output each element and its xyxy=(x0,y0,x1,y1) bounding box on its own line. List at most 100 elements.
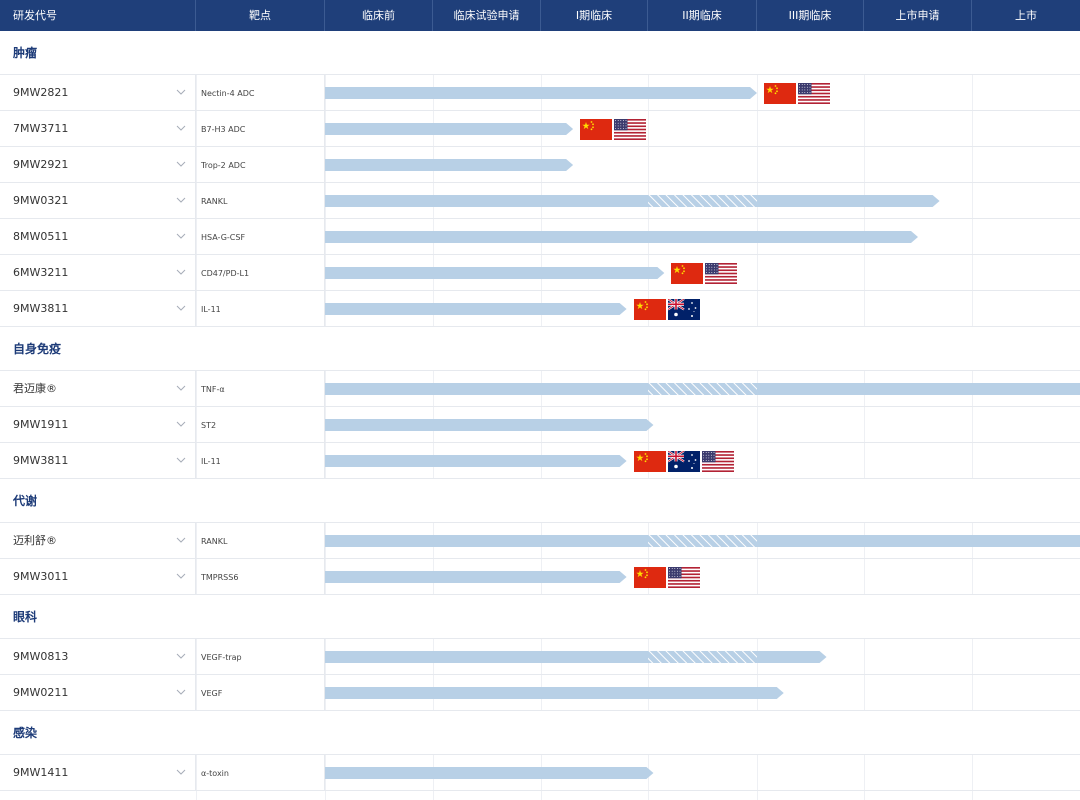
usa-flag-icon xyxy=(705,263,738,284)
pipeline-row[interactable]: 8MW0511 HSA-G-CSF xyxy=(0,219,1080,255)
china-flag-icon xyxy=(633,567,666,588)
category-row: 代谢 xyxy=(0,479,1080,523)
drug-target: TNF-α xyxy=(201,385,225,394)
progress-bar-canvas xyxy=(325,419,654,431)
header-preclinical: 临床前 xyxy=(325,0,433,31)
row-divider xyxy=(324,111,325,147)
progress-bar-canvas xyxy=(325,303,627,315)
grid-column-line xyxy=(325,31,326,800)
chevron-down-icon[interactable] xyxy=(176,768,186,776)
category-label: 肿瘤 xyxy=(13,46,38,60)
progress-bar-canvas xyxy=(325,159,574,171)
row-divider xyxy=(195,639,196,675)
chevron-down-icon[interactable] xyxy=(176,420,186,428)
chevron-down-icon[interactable] xyxy=(176,652,186,660)
chevron-down-icon[interactable] xyxy=(176,232,186,240)
drug-code: 9MW0211 xyxy=(13,686,69,699)
progress-bar xyxy=(325,123,574,135)
pipeline-row[interactable]: 迈利舒® RANKL xyxy=(0,523,1080,559)
row-divider xyxy=(324,291,325,327)
category-label: 代谢 xyxy=(13,494,38,508)
china-flag-icon xyxy=(764,83,796,104)
chevron-down-icon[interactable] xyxy=(176,88,186,96)
drug-code: 9MW3811 xyxy=(13,302,69,315)
chevron-down-icon[interactable] xyxy=(176,160,186,168)
grid-column-line xyxy=(541,31,542,800)
progress-bar-hatch xyxy=(648,383,757,395)
progress-bar-canvas xyxy=(325,455,627,467)
row-divider xyxy=(324,147,325,183)
row-divider xyxy=(195,675,196,711)
china-flag-icon xyxy=(633,451,666,472)
progress-bar xyxy=(325,303,627,315)
drug-code: 君迈康® xyxy=(13,382,57,395)
progress-bar-hatch xyxy=(648,195,757,207)
pipeline-grid: 肿瘤 9MW2821 Nectin-4 ADC 7MW3711 B7-H3 ADC 9MW… xyxy=(0,31,1080,800)
china-flag-icon xyxy=(671,263,704,284)
chevron-down-icon[interactable] xyxy=(176,304,186,312)
row-divider xyxy=(195,755,196,791)
china-flag-icon xyxy=(633,299,666,320)
category-label: 感染 xyxy=(13,726,38,740)
drug-target: VEGF xyxy=(201,689,223,698)
row-divider xyxy=(324,443,325,479)
header-phase2: II期临床 xyxy=(648,0,757,31)
header-phase3: III期临床 xyxy=(757,0,864,31)
header-phase1: I期临床 xyxy=(541,0,648,31)
row-divider xyxy=(324,639,325,675)
progress-bar xyxy=(325,267,665,279)
row-divider xyxy=(195,75,196,111)
progress-bar xyxy=(325,419,654,431)
progress-bar xyxy=(325,767,654,779)
row-divider xyxy=(324,559,325,595)
pipeline-row[interactable]: 7MW3711 B7-H3 ADC xyxy=(0,111,1080,147)
progress-bar-hatch xyxy=(648,651,757,663)
chevron-down-icon[interactable] xyxy=(176,456,186,464)
usa-flag-icon xyxy=(614,119,647,140)
drug-target: RANKL xyxy=(201,197,228,206)
pipeline-row[interactable]: 9MW3011 TMPRSS6 xyxy=(0,559,1080,595)
chevron-down-icon[interactable] xyxy=(176,268,186,276)
header-target: 靶点 xyxy=(196,0,325,31)
grid-column-line xyxy=(196,31,197,800)
pipeline-row[interactable]: 9MW0211 VEGF xyxy=(0,675,1080,711)
china-flag-icon xyxy=(580,119,613,140)
chevron-down-icon[interactable] xyxy=(176,536,186,544)
pipeline-row[interactable]: 9MW2921 Trop-2 ADC xyxy=(0,147,1080,183)
category-row: 自身免疫 xyxy=(0,327,1080,371)
pipeline-row[interactable]: 9MW0813 VEGF-trap xyxy=(0,639,1080,675)
australia-flag-icon xyxy=(666,298,700,320)
row-divider xyxy=(195,183,196,219)
drug-target: IL-11 xyxy=(201,305,221,314)
pipeline-row[interactable]: 9MW1411 α-toxin xyxy=(0,755,1080,791)
drug-code: 7MW3711 xyxy=(13,122,69,135)
pipeline-row[interactable]: 9MW3811 IL-11 xyxy=(0,291,1080,327)
pipeline-header: 研发代号 靶点 临床前 临床试验申请 I期临床 II期临床 III期临床 上市申… xyxy=(0,0,1080,31)
pipeline-row[interactable]: 9MW2821 Nectin-4 ADC xyxy=(0,75,1080,111)
usa-flag-icon xyxy=(667,567,700,588)
pipeline-row[interactable]: 9MW3811 IL-11 xyxy=(0,443,1080,479)
drug-code: 迈利舒® xyxy=(13,534,57,547)
chevron-down-icon[interactable] xyxy=(176,124,186,132)
progress-bar-canvas xyxy=(325,87,757,99)
row-divider xyxy=(324,523,325,559)
pipeline-row[interactable]: 9MW0321 RANKL xyxy=(0,183,1080,219)
chevron-down-icon[interactable] xyxy=(176,572,186,580)
chevron-down-icon[interactable] xyxy=(176,196,186,204)
pipeline-row[interactable]: 6MW3211 CD47/PD-L1 xyxy=(0,255,1080,291)
drug-code: 9MW1911 xyxy=(13,418,69,431)
row-divider xyxy=(195,147,196,183)
chevron-down-icon[interactable] xyxy=(176,688,186,696)
usa-flag-icon xyxy=(798,83,830,104)
drug-target: ST2 xyxy=(201,421,217,430)
grid-column-line xyxy=(648,31,649,800)
category-row: 感染 xyxy=(0,711,1080,755)
progress-bar xyxy=(325,687,784,699)
grid-column-line xyxy=(433,31,434,800)
drug-target: Nectin-4 ADC xyxy=(201,89,255,98)
pipeline-row[interactable]: 9MW1911 ST2 xyxy=(0,407,1080,443)
pipeline-row[interactable]: 君迈康® TNF-α xyxy=(0,371,1080,407)
chevron-down-icon[interactable] xyxy=(176,384,186,392)
header-marketed: 上市 xyxy=(1015,9,1037,22)
grid-column-line xyxy=(972,31,973,800)
